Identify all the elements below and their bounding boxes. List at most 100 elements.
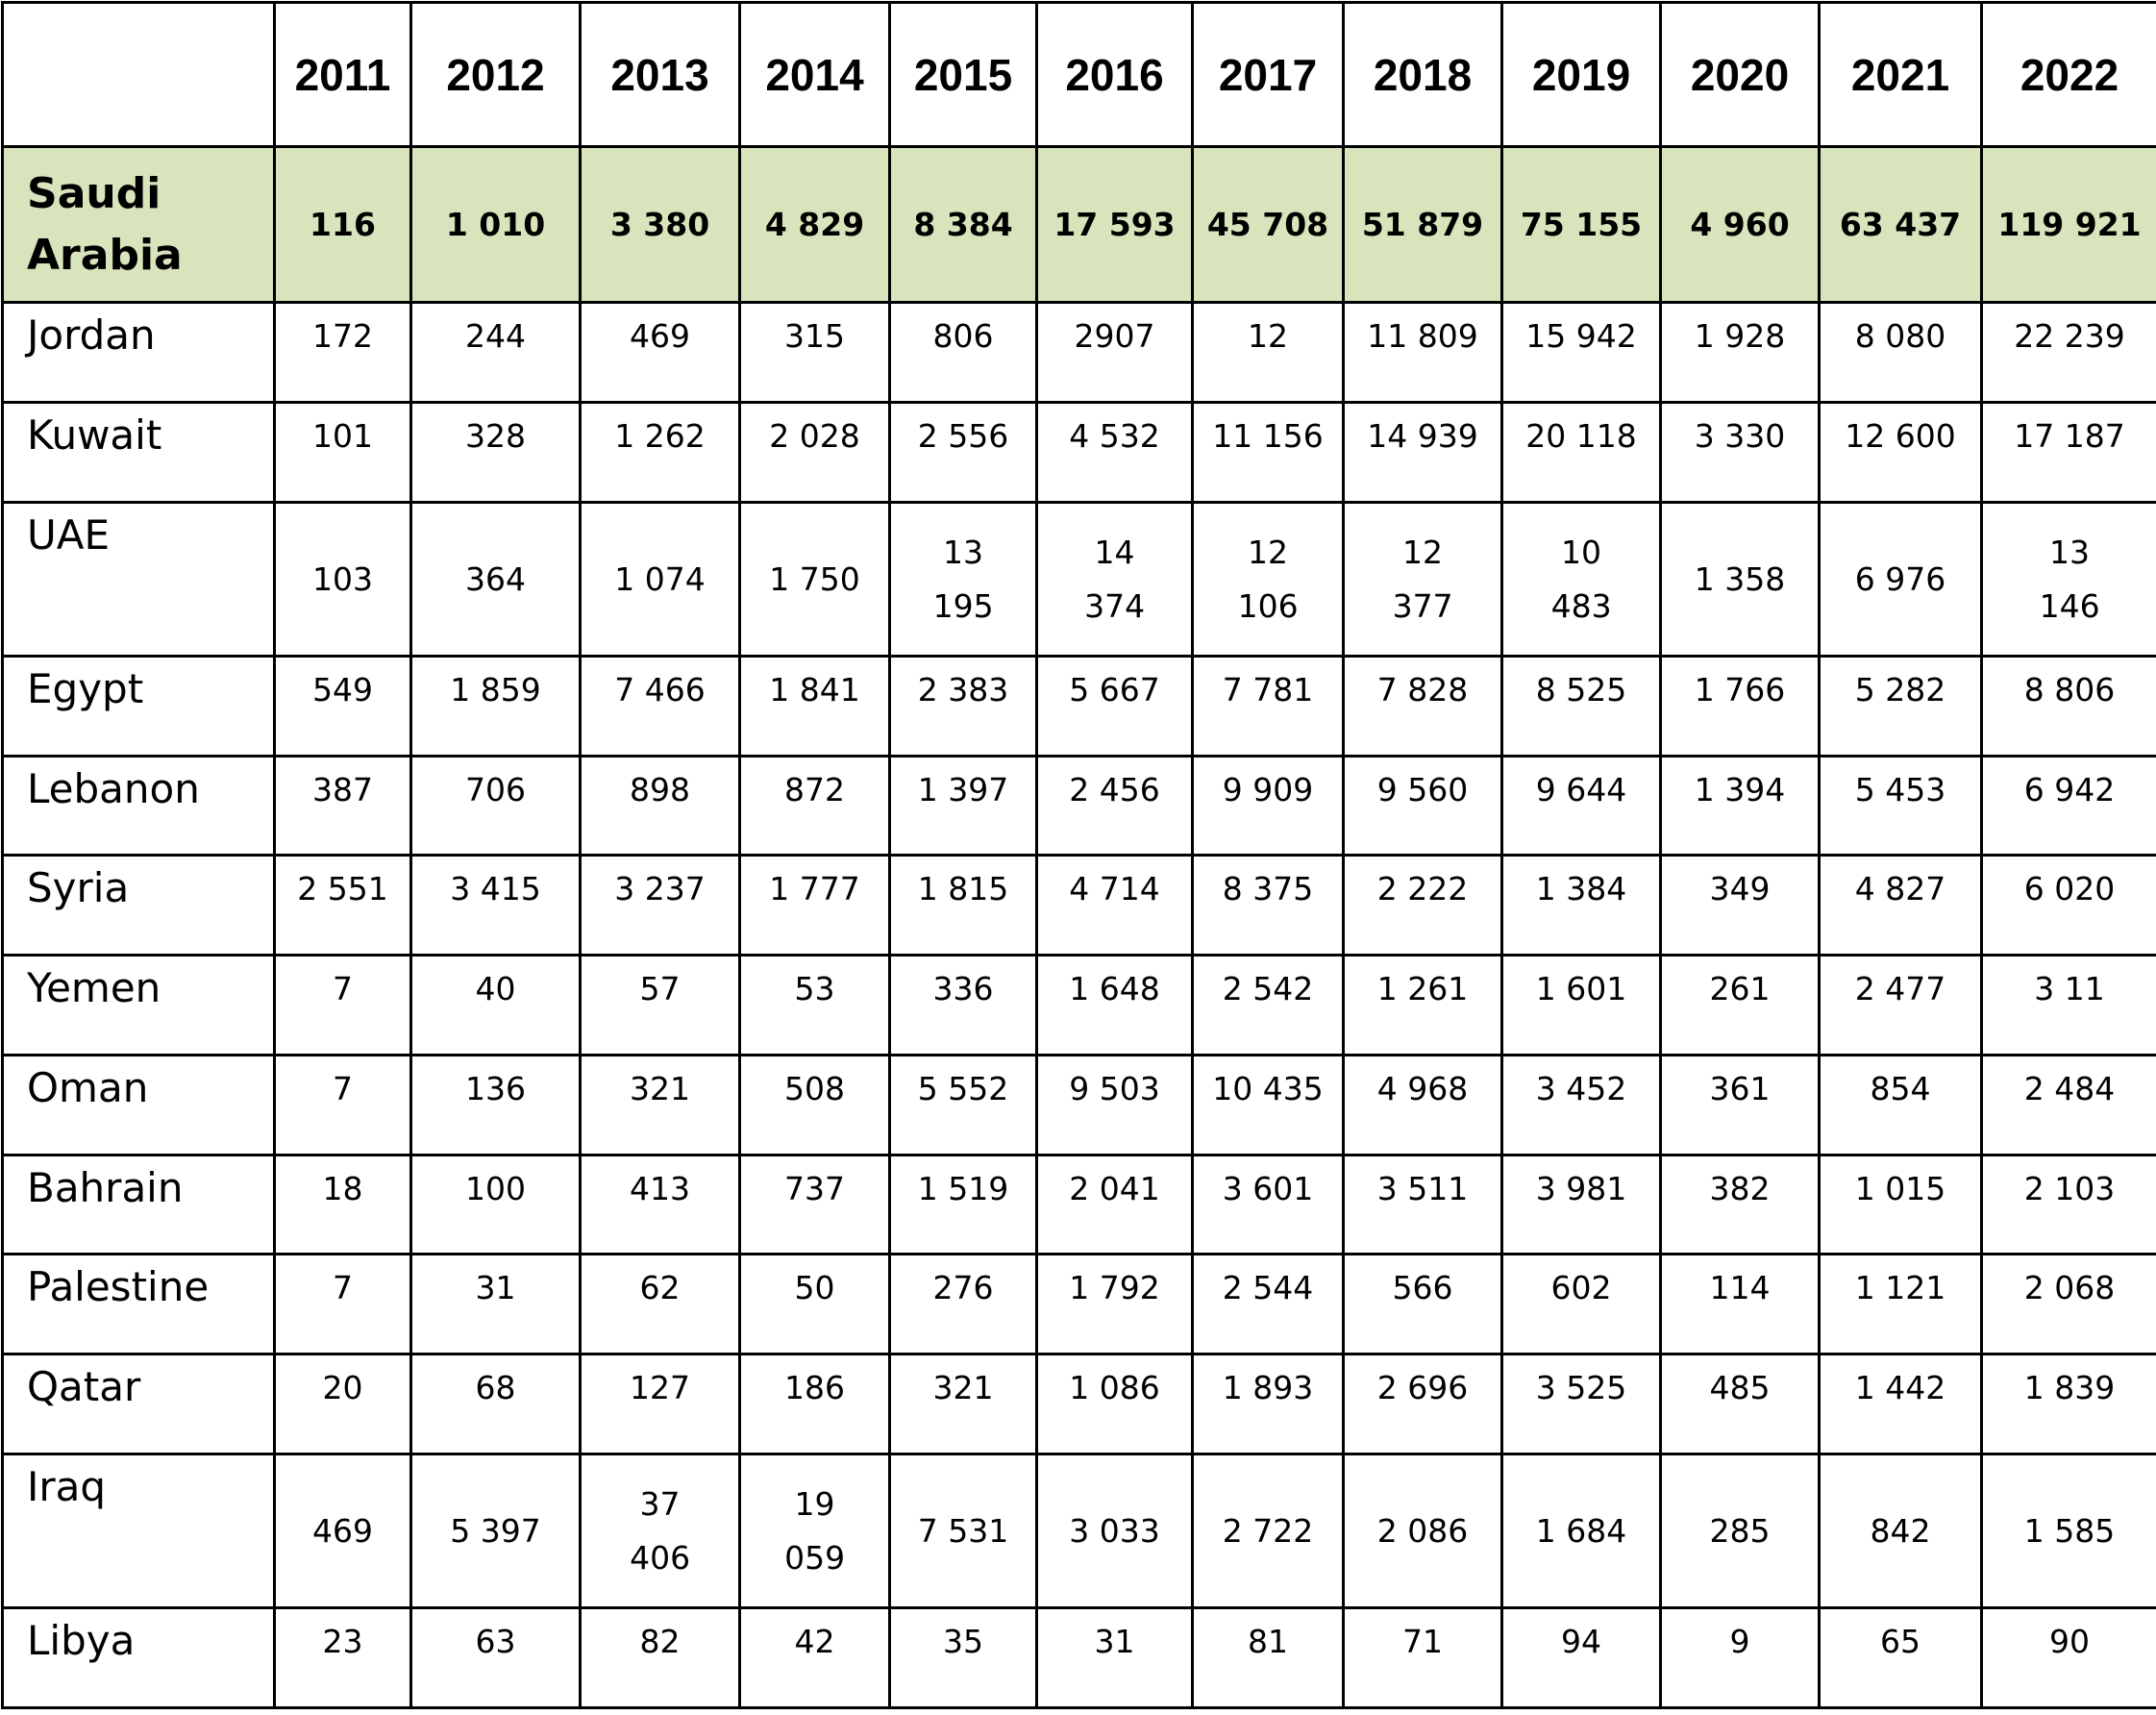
value-cell: 4 532 (1037, 403, 1193, 503)
country-name: Lebanon (3, 757, 275, 856)
value-cell: 1 841 (740, 657, 890, 757)
value-cell: 485 (1661, 1355, 1820, 1454)
value-cell: 387 (275, 757, 411, 856)
year-header: 2015 (890, 3, 1037, 147)
value-cell: 1 442 (1820, 1355, 1982, 1454)
value-cell: 1 777 (740, 856, 890, 956)
value-text: 13 195 (933, 526, 994, 634)
year-header: 2022 (1982, 3, 2156, 147)
value-cell: 12 (1193, 303, 1344, 403)
value-cell: 1 015 (1820, 1156, 1982, 1255)
value-cell: 1 648 (1037, 956, 1193, 1056)
value-cell: 9 644 (1502, 757, 1661, 856)
value-cell: 2 103 (1982, 1156, 2156, 1255)
value-cell: 364 (411, 503, 581, 657)
value-cell: 5 667 (1037, 657, 1193, 757)
value-cell: 7 (275, 956, 411, 1056)
value-cell: 2 456 (1037, 757, 1193, 856)
value-cell: 244 (411, 303, 581, 403)
corner-cell (3, 3, 275, 147)
value-cell: 18 (275, 1156, 411, 1255)
value-cell: 336 (890, 956, 1037, 1056)
value-cell: 116 (275, 147, 411, 303)
value-cell: 2 041 (1037, 1156, 1193, 1255)
value-cell: 549 (275, 657, 411, 757)
value-cell: 62 (581, 1255, 740, 1355)
value-cell: 5 282 (1820, 657, 1982, 757)
value-cell: 469 (581, 303, 740, 403)
value-cell: 9 (1661, 1608, 1820, 1708)
value-cell: 57 (581, 956, 740, 1056)
value-cell: 5 453 (1820, 757, 1982, 856)
value-cell: 17 187 (1982, 403, 2156, 503)
year-header: 2017 (1193, 3, 1344, 147)
value-cell: 328 (411, 403, 581, 503)
value-cell: 1 121 (1820, 1255, 1982, 1355)
value-cell: 172 (275, 303, 411, 403)
value-cell: 4 827 (1820, 856, 1982, 956)
value-cell: 854 (1820, 1056, 1982, 1156)
value-cell: 1 750 (740, 503, 890, 657)
value-cell: 1 074 (581, 503, 740, 657)
value-cell: 1 397 (890, 757, 1037, 856)
value-cell: 3 033 (1037, 1454, 1193, 1608)
value-cell: 119 921 (1982, 147, 2156, 303)
value-cell: 806 (890, 303, 1037, 403)
value-cell: 11 809 (1344, 303, 1502, 403)
country-name: Bahrain (3, 1156, 275, 1255)
value-cell: 276 (890, 1255, 1037, 1355)
value-cell: 14 374 (1037, 503, 1193, 657)
value-cell: 7 781 (1193, 657, 1344, 757)
value-cell: 6 942 (1982, 757, 2156, 856)
value-cell: 17 593 (1037, 147, 1193, 303)
value-cell: 75 155 (1502, 147, 1661, 303)
value-cell: 4 714 (1037, 856, 1193, 956)
value-cell: 1 601 (1502, 956, 1661, 1056)
value-cell: 1 261 (1344, 956, 1502, 1056)
value-cell: 12 600 (1820, 403, 1982, 503)
value-cell: 68 (411, 1355, 581, 1454)
value-cell: 8 375 (1193, 856, 1344, 956)
year-header: 2019 (1502, 3, 1661, 147)
value-cell: 63 437 (1820, 147, 1982, 303)
value-cell: 602 (1502, 1255, 1661, 1355)
value-cell: 1 394 (1661, 757, 1820, 856)
value-cell: 22 239 (1982, 303, 2156, 403)
value-cell: 1 792 (1037, 1255, 1193, 1355)
value-cell: 469 (275, 1454, 411, 1608)
value-cell: 63 (411, 1608, 581, 1708)
value-cell: 3 525 (1502, 1355, 1661, 1454)
value-cell: 3 415 (411, 856, 581, 956)
value-cell: 285 (1661, 1454, 1820, 1608)
value-cell: 7 (275, 1255, 411, 1355)
country-name: Syria (3, 856, 275, 956)
value-cell: 1 585 (1982, 1454, 2156, 1608)
year-header: 2014 (740, 3, 890, 147)
value-cell: 1 358 (1661, 503, 1820, 657)
value-cell: 7 531 (890, 1454, 1037, 1608)
value-cell: 2 068 (1982, 1255, 2156, 1355)
value-cell: 3 511 (1344, 1156, 1502, 1255)
value-cell: 35 (890, 1608, 1037, 1708)
value-cell: 2 542 (1193, 956, 1344, 1056)
value-cell: 8 080 (1820, 303, 1982, 403)
country-name: Jordan (3, 303, 275, 403)
value-cell: 50 (740, 1255, 890, 1355)
value-text: 37 406 (630, 1478, 690, 1585)
value-cell: 1 684 (1502, 1454, 1661, 1608)
value-cell: 1 766 (1661, 657, 1820, 757)
value-cell: 508 (740, 1056, 890, 1156)
value-cell: 4 968 (1344, 1056, 1502, 1156)
value-text: 12 106 (1238, 526, 1299, 634)
country-name: UAE (3, 503, 275, 657)
country-name: Oman (3, 1056, 275, 1156)
value-cell: 15 942 (1502, 303, 1661, 403)
